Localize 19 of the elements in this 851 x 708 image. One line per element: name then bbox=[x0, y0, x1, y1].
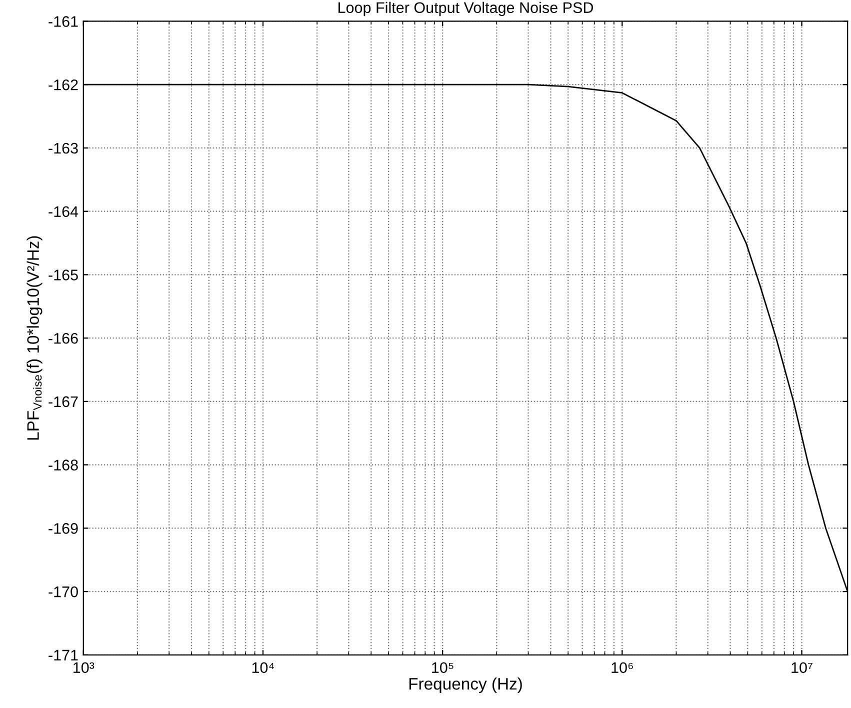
y-tick-label: -166 bbox=[48, 332, 78, 344]
y-tick-label: -171 bbox=[48, 650, 78, 660]
y-tick-label: -169 bbox=[48, 523, 78, 534]
x-tick-label: 10⁶ bbox=[612, 662, 633, 674]
y-tick-label: -165 bbox=[48, 270, 78, 280]
y-tick-label: -170 bbox=[48, 586, 78, 598]
y-tick-label: -161 bbox=[48, 16, 78, 27]
x-tick-label: 10⁷ bbox=[792, 662, 812, 674]
chart-title: Loop Filter Output Voltage Noise PSD bbox=[338, 2, 594, 16]
x-tick-label: 10⁴ bbox=[252, 662, 274, 674]
y-axis-title: LPF$_{Vnoise}$(f) 10*log10(V²/Hz) bbox=[26, 236, 42, 440]
y-tick-label: -162 bbox=[48, 79, 78, 90]
y-tick-label: -167 bbox=[48, 396, 78, 408]
x-tick-label: 10⁵ bbox=[432, 662, 454, 674]
y-tick-label: -163 bbox=[48, 142, 78, 154]
y-tick-label: -164 bbox=[48, 206, 78, 218]
x-axis-title: Frequency (Hz) bbox=[409, 677, 522, 694]
x-tick-label: 10³ bbox=[74, 662, 94, 674]
y-tick-label: -168 bbox=[48, 460, 78, 470]
